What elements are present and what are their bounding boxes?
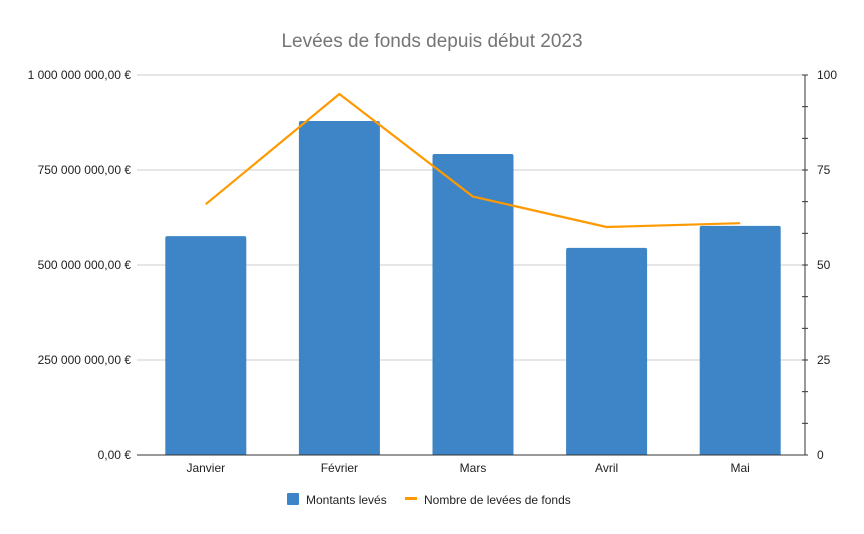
- bar: [566, 247, 648, 455]
- chart-title: Levées de fonds depuis début 2023: [281, 31, 582, 52]
- x-tick-label: Janvier: [186, 461, 225, 475]
- legend-swatch-line: [405, 497, 417, 500]
- left-tick-label: 250 000 000,00 €: [38, 353, 132, 367]
- bar: [699, 225, 781, 455]
- left-tick-label: 1 000 000 000,00 €: [28, 68, 132, 82]
- right-axis: 0 25 50 75 100: [802, 68, 837, 462]
- x-tick-label: Avril: [595, 461, 618, 475]
- line-path: [205, 92, 741, 229]
- x-tick-label: Février: [321, 461, 358, 475]
- right-tick-label: 25: [817, 353, 831, 367]
- bar: [165, 236, 247, 455]
- right-tick-label: 50: [817, 258, 831, 272]
- legend: Montants levés Nombre de levées de fonds: [287, 493, 571, 507]
- x-axis-labels: Janvier Février Mars Avril Mai: [186, 461, 749, 475]
- left-tick-label: 750 000 000,00 €: [38, 163, 132, 177]
- line-series-nombre: [205, 92, 741, 229]
- bar-series-montants: [165, 120, 781, 456]
- bar: [298, 120, 380, 455]
- legend-label-montants: Montants levés: [306, 493, 387, 507]
- x-tick-label: Mai: [731, 461, 750, 475]
- legend-swatch-bar: [287, 493, 299, 505]
- right-tick-label: 0: [817, 448, 824, 462]
- left-tick-label: 500 000 000,00 €: [38, 258, 132, 272]
- x-tick-label: Mars: [460, 461, 487, 475]
- left-tick-label: 0,00 €: [98, 448, 132, 462]
- bar: [432, 154, 514, 456]
- legend-label-nombre: Nombre de levées de fonds: [424, 493, 571, 507]
- right-tick-label: 100: [817, 68, 837, 82]
- right-tick-label: 75: [817, 163, 831, 177]
- left-axis-labels: 0,00 € 250 000 000,00 € 500 000 000,00 € 75…: [28, 68, 132, 462]
